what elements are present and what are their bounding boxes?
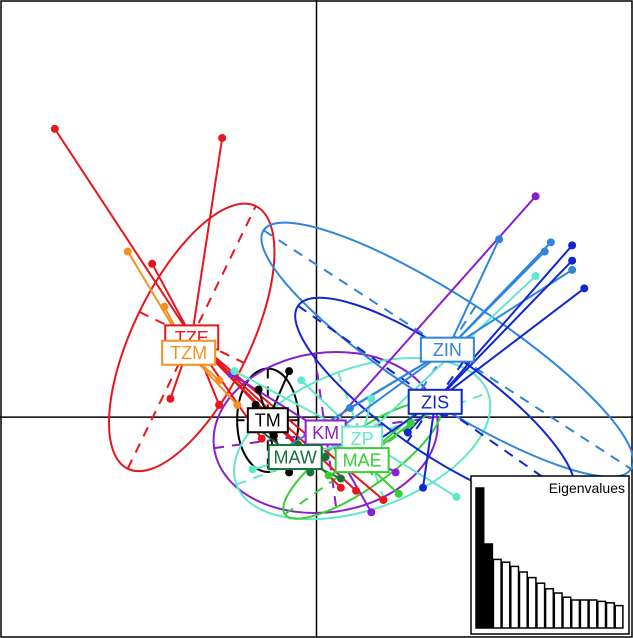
point-zp [297,376,306,385]
point-tm [269,431,278,440]
eigenvalues-inset: Eigenvalues [470,475,630,635]
ellipse-minor-axis-zis [406,361,465,443]
point-zp [230,367,239,376]
label-box-tzm [161,339,217,366]
label-box-mae [334,447,390,474]
eigenvalue-bar [570,599,581,629]
point-mae [406,419,415,428]
spoke-zin [446,241,552,351]
eigenvalue-bar [536,582,546,629]
label-zp: ZP [341,425,384,452]
point-mae [324,471,333,480]
label-box-km [304,419,347,446]
eigenvalue-bar [518,571,528,629]
spoke-zis [434,244,573,403]
eigenvalue-bar [492,558,502,629]
point-tze [50,124,59,133]
eigenvalue-bar [605,602,615,629]
spoke-zis [434,260,573,403]
eigenvalue-bar [475,487,485,629]
label-box-zis [407,388,463,415]
spoke-tze [190,137,224,338]
label-mae: MAE [334,447,390,474]
eigenvalue-bar [588,599,598,629]
point-zin [568,265,577,274]
label-zin: ZIN [419,336,475,363]
label-tm: TM [246,407,289,434]
label-maw: MAW [267,444,323,471]
label-tzm: TZM [161,339,217,366]
label-box-zp [341,425,384,452]
point-tzm [123,247,132,256]
eigenvalues-title: Eigenvalues [549,480,625,496]
point-tzm [160,302,169,311]
label-box-zin [419,336,475,363]
label-text-zin: ZIN [433,340,462,360]
point-tm [251,400,260,409]
point-zin [546,238,555,247]
label-text-mae: MAE [343,451,382,471]
eigenvalue-bar [527,576,537,629]
point-tm [285,367,294,376]
point-zp [452,492,461,501]
label-text-zp: ZP [351,429,374,449]
spoke-zin [446,238,501,351]
point-tzm [215,376,224,385]
point-tze [257,434,266,443]
point-zis [568,256,577,265]
eigenvalue-bar [579,599,589,629]
point-zp [531,272,540,281]
eigenvalue-bar [614,604,624,629]
point-tze [379,495,388,504]
label-text-km: KM [312,423,339,443]
point-zin [540,247,549,256]
point-tze [166,394,175,403]
point-tm [254,385,263,394]
label-text-maw: MAW [274,448,317,468]
eigenvalue-bar [501,561,511,629]
point-zin [345,403,354,412]
label-text-tzm: TZM [170,343,207,363]
point-zp [367,394,376,403]
point-tm [285,468,294,477]
spoke-tze [53,128,193,338]
label-box-tm [246,407,289,434]
eigenvalue-bar [483,543,494,629]
spoke-zis [434,287,585,403]
point-tzm [233,400,242,409]
point-tze [218,134,227,143]
point-maw [321,453,330,462]
point-km [367,508,376,517]
label-text-tm: TM [255,411,281,431]
label-text-zis: ZIS [421,392,449,412]
point-tze [148,259,157,268]
eigenvalue-bar [553,592,563,629]
point-zis [419,483,428,492]
point-zin [495,235,504,244]
label-box-maw [267,444,323,471]
point-zis [568,241,577,250]
point-maw [306,468,315,477]
point-maw [336,474,345,483]
point-zis [403,428,412,437]
point-zis [580,284,589,293]
point-zp [248,465,257,474]
eigenvalue-bars [475,487,624,629]
eigenvalue-bar [510,565,520,629]
label-zis: ZIS [407,388,463,415]
point-tze [352,486,361,495]
point-km [531,192,540,201]
point-tze [215,400,224,409]
spoke-zis [422,401,437,488]
point-tze [336,483,345,492]
label-km: KM [304,419,347,446]
eigenvalue-bar [544,588,555,629]
point-mae [394,489,403,498]
eigenvalue-bar [562,596,572,629]
point-km [391,468,400,477]
eigenvalue-bar [597,600,607,629]
